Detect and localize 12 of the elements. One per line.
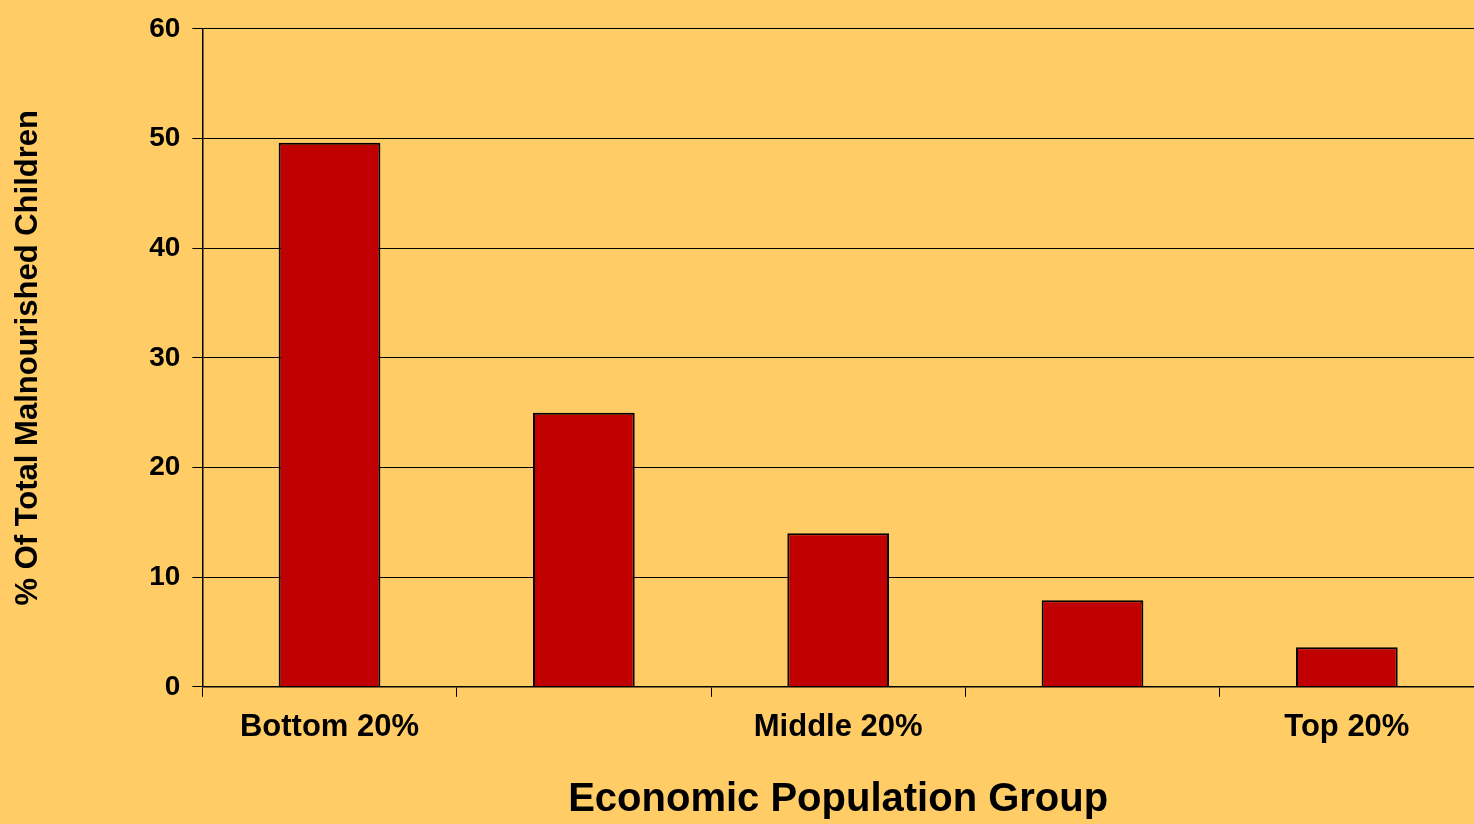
y-axis-title: % Of Total Malnourished Children xyxy=(9,110,45,606)
y-tick-label: 40 xyxy=(149,230,181,262)
y-tick-label: 0 xyxy=(164,669,181,701)
y-tick-label: 50 xyxy=(149,121,181,153)
x-tick-label: Middle 20% xyxy=(753,707,923,743)
y-tick-label: 20 xyxy=(149,450,181,482)
y-tick-label: 30 xyxy=(149,340,181,372)
y-tick-label: 10 xyxy=(149,559,181,591)
y-tick-label: 60 xyxy=(149,11,181,43)
x-tick-label: Top 20% xyxy=(1284,707,1410,743)
x-axis-title: Economic Population Group xyxy=(568,775,1109,820)
x-tick-label: Bottom 20% xyxy=(239,707,420,743)
